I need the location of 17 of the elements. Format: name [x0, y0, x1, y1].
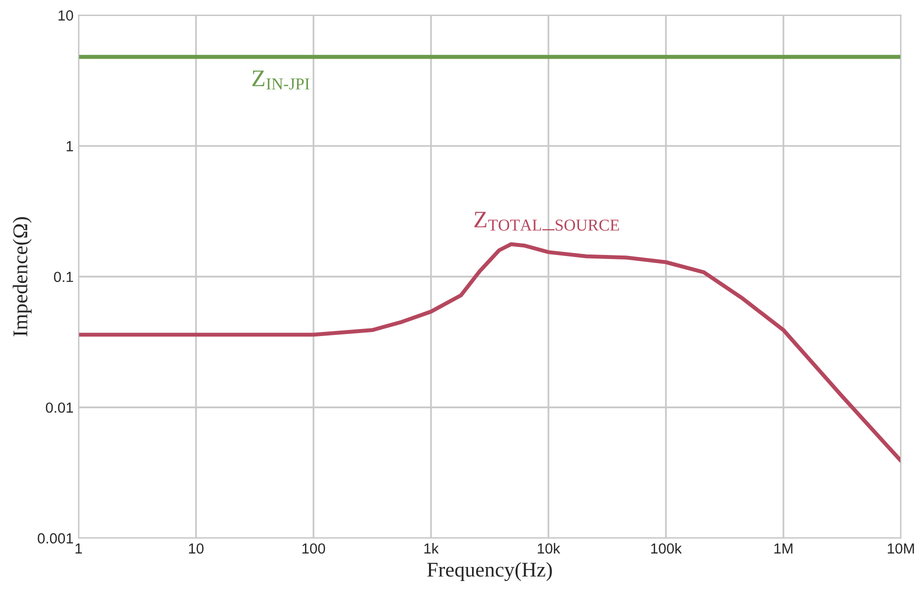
- x-tick-label: 1k: [424, 542, 439, 554]
- x-tick-label: 100k: [651, 542, 682, 554]
- y-tick-label: 0.01: [46, 402, 73, 413]
- x-tick-label: 10k: [538, 542, 560, 554]
- y-tick-label: 1: [66, 141, 73, 152]
- x-tick-label: 1: [76, 543, 82, 554]
- x-tick-label: 1M: [774, 543, 792, 554]
- y-axis-title: Impedence(Ω): [12, 217, 32, 336]
- y-tick-label: 10: [58, 10, 74, 21]
- annotation: Z$_{IN-JPI}$: [252, 70, 310, 90]
- y-tick-label: 0.001: [38, 533, 73, 544]
- x-tick-label: 100: [302, 543, 326, 554]
- y-tick-label: 0.1: [54, 272, 73, 282]
- x-axis-title: Frequency(Hz): [427, 562, 552, 582]
- x-tick-label: 10: [189, 543, 204, 554]
- annotation: Z$_{TOTAL}$_$_{SOURCE}$: [474, 212, 619, 231]
- x-tick-label: 10M: [888, 543, 914, 554]
